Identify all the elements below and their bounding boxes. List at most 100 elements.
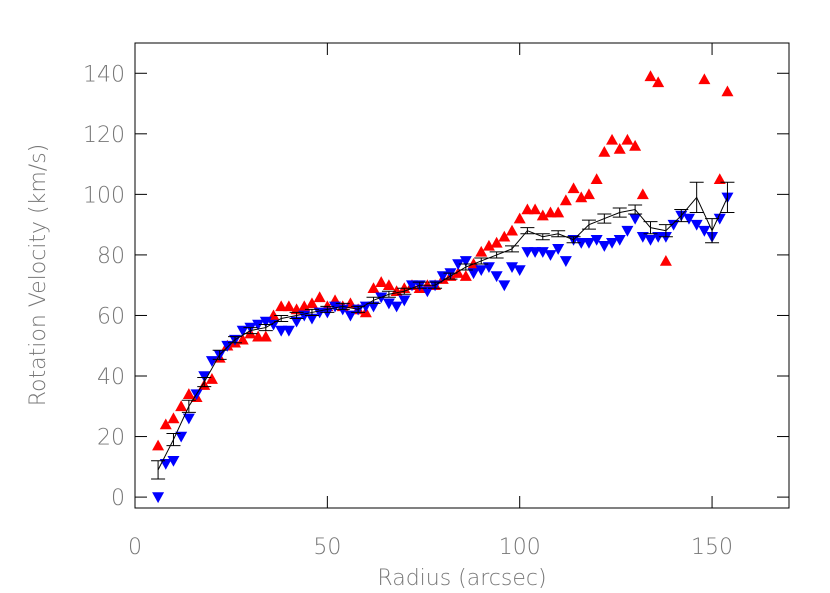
point bbox=[475, 245, 488, 257]
error-bar bbox=[443, 272, 458, 280]
point bbox=[275, 325, 288, 337]
point bbox=[398, 295, 411, 307]
point bbox=[529, 203, 542, 215]
point bbox=[382, 279, 395, 290]
error-bar bbox=[289, 311, 304, 319]
point bbox=[467, 268, 480, 280]
point bbox=[536, 209, 549, 221]
point bbox=[698, 73, 711, 85]
point bbox=[344, 310, 357, 322]
point bbox=[298, 300, 311, 312]
y-axis-label: Rotation Velocity (km/s) bbox=[26, 144, 51, 407]
point bbox=[359, 301, 372, 313]
error-bar bbox=[381, 290, 396, 298]
point bbox=[506, 224, 519, 236]
point bbox=[644, 70, 657, 82]
x-tick-label: 150 bbox=[691, 535, 733, 560]
point bbox=[390, 301, 403, 313]
error-bar bbox=[228, 336, 243, 344]
error-bar bbox=[458, 263, 473, 271]
error-bar bbox=[212, 349, 227, 360]
point bbox=[205, 373, 218, 384]
point bbox=[252, 319, 265, 331]
point bbox=[252, 330, 265, 342]
point bbox=[490, 271, 503, 283]
point bbox=[606, 238, 619, 249]
point bbox=[513, 212, 526, 224]
error-bar bbox=[566, 236, 581, 244]
error-bar bbox=[197, 377, 212, 388]
point bbox=[552, 206, 565, 218]
error-bar bbox=[335, 302, 350, 310]
error-bar bbox=[689, 181, 704, 214]
point bbox=[198, 371, 211, 383]
point bbox=[267, 319, 280, 331]
point bbox=[482, 239, 495, 251]
point bbox=[159, 418, 172, 430]
error-bar bbox=[428, 281, 443, 289]
point bbox=[682, 213, 695, 225]
point bbox=[667, 219, 680, 231]
point bbox=[259, 316, 272, 328]
y-tick-label: 0 bbox=[111, 486, 125, 511]
error-bar bbox=[258, 324, 273, 332]
point bbox=[167, 455, 180, 467]
error-bar bbox=[597, 213, 612, 224]
point bbox=[575, 191, 588, 203]
error-bar bbox=[489, 251, 504, 259]
point bbox=[382, 298, 395, 310]
y-tick-label: 20 bbox=[97, 426, 125, 451]
error-bar bbox=[551, 230, 566, 238]
point bbox=[652, 76, 665, 88]
x-axis-label: Radius (arcsec) bbox=[377, 566, 546, 591]
error-bar bbox=[705, 218, 720, 244]
error-bar bbox=[412, 281, 427, 289]
plot-frame bbox=[134, 42, 790, 509]
error-bar bbox=[674, 209, 689, 223]
point bbox=[544, 206, 557, 218]
point bbox=[636, 231, 649, 243]
point bbox=[613, 142, 626, 154]
y-tick-label: 80 bbox=[97, 244, 125, 269]
point bbox=[690, 219, 703, 231]
point bbox=[236, 333, 249, 345]
point bbox=[305, 297, 318, 309]
y-tick-label: 40 bbox=[97, 365, 125, 390]
error-bar bbox=[397, 287, 412, 295]
point bbox=[367, 301, 380, 313]
point bbox=[582, 238, 595, 249]
point bbox=[421, 286, 434, 298]
point bbox=[305, 313, 318, 325]
point bbox=[475, 265, 488, 277]
error-bar bbox=[520, 227, 535, 235]
point bbox=[590, 234, 603, 246]
point bbox=[613, 234, 626, 246]
y-tick-label: 100 bbox=[83, 183, 125, 208]
y-tick-label: 60 bbox=[97, 304, 125, 329]
point bbox=[598, 145, 611, 157]
point bbox=[621, 133, 634, 145]
point bbox=[313, 291, 326, 303]
point bbox=[375, 276, 388, 287]
error-bar bbox=[351, 305, 366, 313]
point bbox=[713, 173, 726, 185]
point bbox=[698, 225, 711, 237]
point bbox=[498, 230, 511, 242]
point bbox=[629, 139, 642, 151]
mean-line bbox=[157, 196, 728, 471]
error-bar bbox=[628, 204, 643, 215]
point bbox=[282, 325, 295, 337]
point bbox=[659, 254, 672, 266]
error-bar bbox=[166, 433, 181, 447]
point bbox=[367, 282, 380, 294]
point bbox=[636, 188, 649, 200]
error-bar bbox=[658, 224, 673, 238]
point bbox=[644, 234, 657, 246]
point bbox=[490, 236, 503, 248]
point bbox=[405, 280, 418, 292]
point bbox=[713, 213, 726, 225]
point bbox=[659, 231, 672, 243]
error-bar bbox=[181, 399, 196, 413]
point bbox=[236, 325, 249, 337]
